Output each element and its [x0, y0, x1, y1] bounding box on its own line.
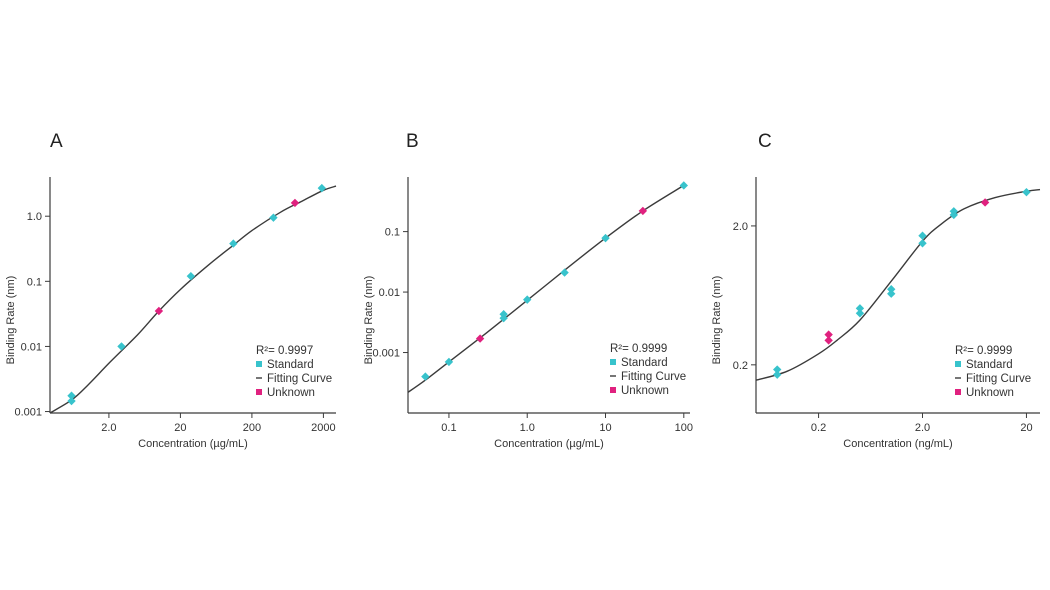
standard-point [421, 372, 430, 381]
standard-point [949, 207, 959, 216]
legend-unknown-label: Unknown [267, 387, 315, 399]
legend-unknown-label: Unknown [621, 385, 669, 397]
standard-point [773, 365, 782, 374]
y-axis-label: Binding Rate (nm) [5, 276, 17, 365]
standard-point [117, 342, 126, 351]
standard-point [560, 268, 569, 277]
legend: R²= 0.9999 Standard Fitting Curve Unknown [955, 345, 1031, 399]
x-axis-label: Concentration (µg/mL) [138, 438, 248, 450]
y-tick-label: 0.01 [379, 287, 400, 299]
legend-curve-label: Fitting Curve [966, 373, 1031, 385]
y-tick-label: 2.0 [733, 221, 748, 233]
standard-point [317, 183, 327, 193]
fitting-curve-line [755, 188, 1041, 381]
legend-r-squared: R²= 0.9997 [256, 345, 313, 357]
y-tick-label: 0.001 [372, 348, 400, 360]
unknown-point [154, 306, 164, 316]
standard-point [1022, 187, 1031, 197]
standard-point [67, 391, 76, 400]
standard-point [67, 396, 76, 406]
unknown-point [824, 330, 833, 339]
standard-point [601, 233, 610, 243]
legend: R²= 0.9997 Standard Fitting Curve Unknown [256, 345, 332, 399]
legend-unknown-swatch [256, 389, 262, 395]
legend-r-squared: R²= 0.9999 [955, 345, 1012, 357]
x-tick-label: 2000 [311, 422, 335, 434]
x-tick-label: 2.0 [101, 422, 116, 434]
standard-point [918, 231, 927, 240]
legend-curve-label: Fitting Curve [621, 371, 686, 383]
chart-b: B 0.1 1.0 10 100 0.001 0.01 0.1 Concentration (µ… [363, 131, 693, 450]
x-tick-label: 2.0 [915, 422, 930, 434]
x-tick-label: 0.1 [441, 422, 456, 434]
standard-point [855, 304, 865, 313]
x-tick-label: 100 [675, 422, 693, 434]
standard-point [887, 289, 896, 298]
standard-point [444, 357, 454, 367]
y-tick-label: 0.2 [733, 360, 748, 372]
legend-standard-label: Standard [966, 359, 1013, 371]
chart-a: A 2.0 20 200 2000 0.001 0.01 0.1 1.0 Concentratio… [5, 131, 337, 450]
x-tick-label: 20 [174, 422, 186, 434]
legend-standard-swatch [610, 359, 616, 365]
chart-c: C 0.2 2.0 20 0.2 2.0 Concentration (ng/mL) Bind… [711, 131, 1041, 450]
legend-curve-label: Fitting Curve [267, 373, 332, 385]
legend-unknown-swatch [955, 389, 961, 395]
standard-point [679, 181, 689, 190]
standard-point [773, 370, 782, 379]
y-tick-label: 0.1 [385, 227, 400, 239]
legend-standard-label: Standard [267, 359, 314, 371]
panel-letter-a: A [50, 131, 63, 152]
y-axis-label: Binding Rate (nm) [711, 276, 723, 365]
x-axis-label: Concentration (µg/mL) [494, 438, 604, 450]
x-tick-label: 10 [599, 422, 611, 434]
fitting-curve-line [49, 185, 337, 414]
unknown-point [638, 206, 648, 216]
legend: R²= 0.9999 Standard Fitting Curve Unknown [610, 343, 686, 397]
legend-standard-swatch [256, 361, 262, 367]
unknown-point [290, 198, 300, 208]
legend-r-squared: R²= 0.9999 [610, 343, 667, 355]
standard-point [855, 309, 865, 318]
unknown-point [475, 334, 485, 343]
unknown-point [824, 336, 833, 345]
y-tick-label: 0.001 [14, 407, 42, 419]
y-tick-label: 1.0 [27, 211, 42, 223]
legend-standard-swatch [955, 361, 961, 367]
x-tick-label: 20 [1020, 422, 1032, 434]
standard-point [229, 239, 238, 248]
y-tick-label: 0.1 [27, 276, 42, 288]
x-axis-label: Concentration (ng/mL) [843, 438, 952, 450]
standard-point [523, 295, 532, 304]
y-axis-label: Binding Rate (nm) [363, 276, 375, 365]
standard-point [918, 239, 927, 248]
standard-point [499, 310, 508, 319]
legend-standard-label: Standard [621, 357, 668, 369]
x-tick-label: 1.0 [520, 422, 535, 434]
legend-unknown-label: Unknown [966, 387, 1014, 399]
x-tick-label: 0.2 [811, 422, 826, 434]
x-tick-label: 200 [243, 422, 261, 434]
panel-letter-c: C [758, 131, 772, 152]
standard-point [186, 271, 196, 281]
standard-point [269, 213, 278, 222]
panel-letter-b: B [406, 131, 419, 152]
standard-point [887, 285, 896, 294]
legend-unknown-swatch [610, 387, 616, 393]
unknown-point [980, 198, 990, 207]
y-tick-label: 0.01 [21, 341, 42, 353]
